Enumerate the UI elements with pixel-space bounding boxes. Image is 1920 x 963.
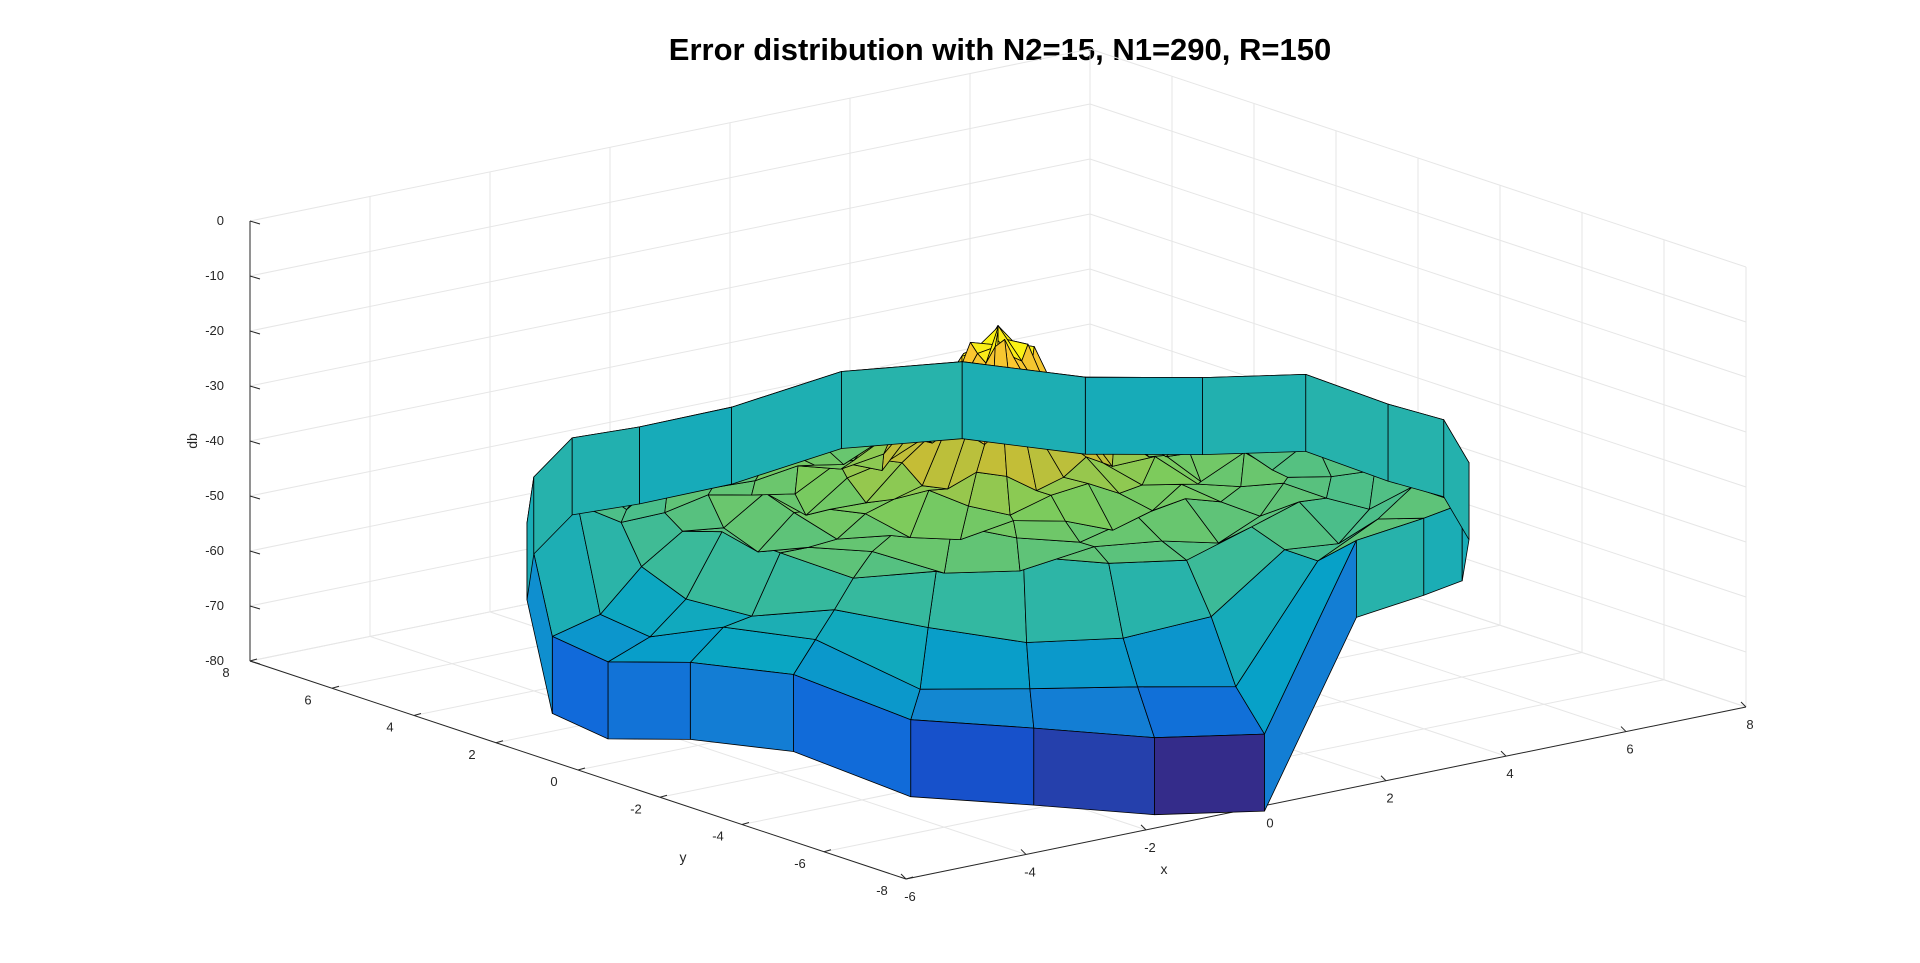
- x-tick-mark: [1380, 775, 1387, 782]
- y-tick-label: 2: [468, 747, 475, 762]
- z-tick-label: -20: [205, 323, 224, 338]
- z-tick-mark: [249, 550, 261, 555]
- z-tick-label: -50: [205, 488, 224, 503]
- z-tick-mark: [249, 605, 261, 610]
- z-tick-mark: [249, 275, 261, 280]
- x-tick-label: 2: [1386, 791, 1393, 806]
- z-tick-mark: [249, 440, 261, 445]
- surface-facet: [841, 361, 963, 449]
- y-tick-mark: [249, 658, 258, 662]
- grid-line: [249, 103, 1091, 277]
- y-tick-label: 8: [222, 665, 229, 680]
- z-tick-label: -70: [205, 598, 224, 613]
- x-tick-label: 4: [1506, 766, 1513, 781]
- y-tick-mark: [905, 876, 914, 880]
- grid-line: [249, 48, 1091, 222]
- surface: [526, 324, 1470, 816]
- y-tick-mark: [659, 794, 668, 798]
- y-tick-label: 4: [386, 720, 393, 735]
- surface-facet: [689, 662, 794, 752]
- surface-facet: [1154, 733, 1265, 816]
- z-tick-mark: [249, 220, 261, 225]
- surface-facet: [1387, 403, 1445, 498]
- z-tick-label: -30: [205, 378, 224, 393]
- y-tick-mark: [331, 685, 340, 689]
- chart-title: Error distribution with N2=15, N1=290, R…: [669, 32, 1331, 67]
- y-tick-label: -6: [794, 856, 806, 871]
- x-tick-mark: [1620, 726, 1627, 732]
- x-tick-mark: [1740, 701, 1747, 708]
- y-tick-mark: [413, 713, 422, 716]
- grid-line: [1089, 158, 1747, 378]
- x-axis-line: [905, 706, 1747, 880]
- z-tick-mark: [249, 495, 261, 500]
- z-tick-mark: [249, 385, 261, 390]
- surface-facet: [1202, 373, 1307, 456]
- surface-facet: [607, 661, 691, 740]
- z-axis-label: db: [184, 433, 200, 449]
- x-tick-mark: [1140, 824, 1147, 831]
- z-tick-label: -40: [205, 433, 224, 448]
- y-tick-mark: [495, 740, 504, 744]
- z-tick-label: -80: [205, 653, 224, 668]
- grid-line: [249, 268, 1091, 442]
- surface-facet: [1026, 637, 1138, 690]
- surface-facet: [1022, 556, 1124, 643]
- x-tick-mark: [1500, 750, 1507, 757]
- y-axis-label: y: [680, 849, 687, 865]
- grid-line: [1089, 103, 1747, 323]
- grid-line: [249, 323, 1091, 497]
- tick-labels: -6-4-202468-8-6-4-2024680-10-20-30-40-50…: [205, 213, 1753, 904]
- x-tick-label: -4: [1024, 864, 1036, 879]
- grid-line: [249, 158, 1091, 332]
- x-axis-label: x: [1161, 861, 1168, 877]
- y-tick-label: -8: [876, 883, 888, 898]
- grid-line: [1089, 48, 1747, 268]
- y-tick-mark: [741, 822, 750, 825]
- y-tick-label: -4: [712, 829, 724, 844]
- x-tick-label: 8: [1746, 717, 1753, 732]
- y-tick-label: 0: [550, 774, 557, 789]
- surface-facet: [961, 361, 1086, 455]
- surface-facet: [910, 719, 1035, 806]
- z-tick-label: -10: [205, 268, 224, 283]
- grid-line: [1089, 268, 1747, 488]
- surface-facet: [571, 426, 640, 516]
- grid-line: [249, 213, 1091, 387]
- x-tick-label: -6: [904, 889, 916, 904]
- y-tick-mark: [577, 767, 586, 771]
- z-tick-mark: [249, 330, 261, 335]
- x-tick-label: 0: [1266, 815, 1273, 830]
- surface-facet: [1033, 727, 1155, 816]
- y-tick-label: -2: [630, 801, 642, 816]
- axes: [249, 220, 1747, 880]
- y-tick-label: 6: [304, 692, 311, 707]
- y-tick-mark: [823, 849, 832, 853]
- x-tick-label: -2: [1144, 840, 1156, 855]
- z-tick-label: 0: [217, 213, 224, 228]
- x-tick-mark: [900, 873, 907, 880]
- grid-line: [1089, 213, 1747, 433]
- x-tick-mark: [1020, 849, 1027, 855]
- z-tick-label: -60: [205, 543, 224, 558]
- x-tick-label: 6: [1626, 742, 1633, 757]
- z-tick-mark: [249, 660, 261, 665]
- surface-facet: [1084, 376, 1203, 456]
